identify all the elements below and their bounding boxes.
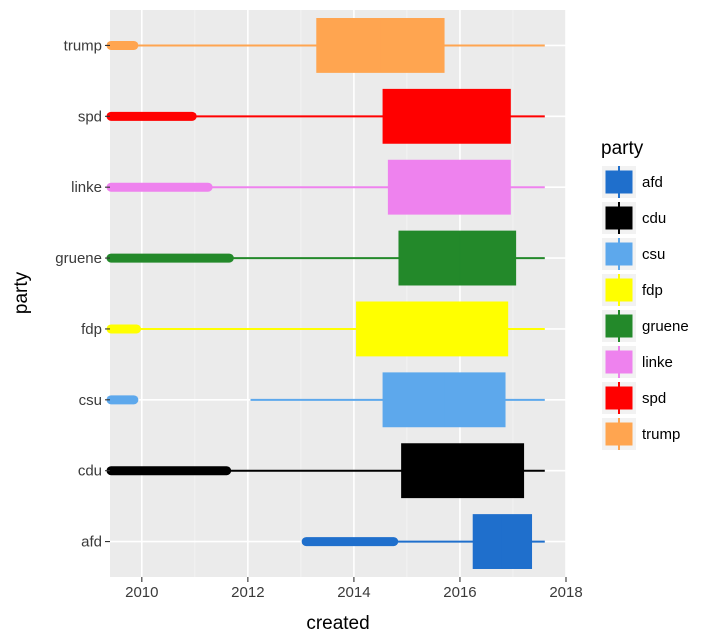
- legend-label: afd: [642, 174, 663, 191]
- legend-label: spd: [642, 390, 666, 407]
- box-body-gruene: [399, 231, 516, 285]
- x-tick-label: 2016: [443, 584, 476, 601]
- legend-item-cdu: cdu: [602, 202, 666, 234]
- y-tick-label: trump: [64, 37, 102, 54]
- x-axis-title: created: [306, 613, 369, 634]
- legend-label: cdu: [642, 210, 666, 227]
- legend-key-box: [606, 387, 632, 409]
- x-axis: 2010 2012 2014 2016 2018: [125, 577, 583, 601]
- legend-item-trump: trump: [602, 418, 680, 450]
- legend-item-csu: csu: [602, 238, 665, 270]
- legend-label: trump: [642, 426, 680, 443]
- legend-label: gruene: [642, 318, 689, 335]
- legend-key-box: [606, 423, 632, 445]
- legend-title: party: [601, 138, 644, 159]
- y-tick-label: spd: [78, 108, 102, 125]
- legend-item-spd: spd: [602, 382, 666, 414]
- legend-item-afd: afd: [602, 166, 663, 198]
- legend-key-box: [606, 315, 632, 337]
- y-axis-title: party: [11, 271, 32, 314]
- legend-key-box: [606, 171, 632, 193]
- legend-key-box: [606, 351, 632, 373]
- legend-label: fdp: [642, 282, 663, 299]
- y-tick-label: linke: [71, 179, 102, 196]
- y-tick-label: csu: [79, 392, 102, 409]
- legend-label: linke: [642, 354, 673, 371]
- x-tick-label: 2014: [337, 584, 370, 601]
- y-tick-label: cdu: [78, 463, 102, 480]
- box-body-cdu: [402, 444, 524, 498]
- x-tick-label: 2010: [125, 584, 158, 601]
- legend-item-linke: linke: [602, 346, 673, 378]
- legend-key-box: [606, 279, 632, 301]
- y-tick-label: afd: [81, 534, 102, 551]
- legend-item-gruene: gruene: [602, 310, 689, 342]
- y-axis: afd cdu csu fdp gruene linke spd trump: [55, 37, 110, 550]
- legend-item-fdp: fdp: [602, 274, 663, 306]
- legend-label: csu: [642, 246, 665, 263]
- y-tick-label: gruene: [55, 250, 102, 267]
- legend: party afd cdu csu fdp gruene linke spd trump: [601, 138, 689, 450]
- legend-key-box: [606, 243, 632, 265]
- box-body-linke: [388, 160, 510, 214]
- y-tick-label: fdp: [81, 321, 102, 338]
- box-body-fdp: [357, 302, 508, 356]
- legend-key-box: [606, 207, 632, 229]
- x-tick-label: 2012: [231, 584, 264, 601]
- x-tick-label: 2018: [549, 584, 582, 601]
